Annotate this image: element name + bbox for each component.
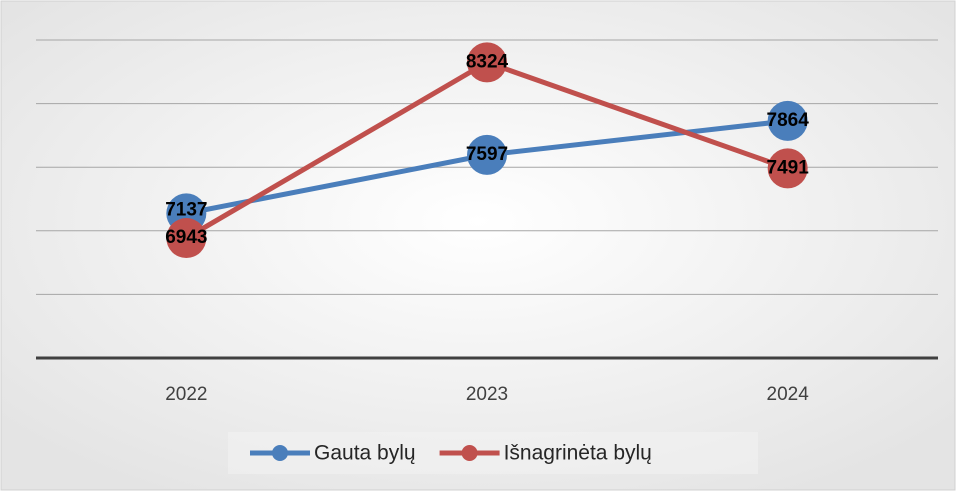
data-label: 8324	[466, 51, 509, 72]
legend-marker	[461, 445, 478, 461]
marker	[467, 134, 507, 175]
x-tick-label: 2023	[466, 384, 508, 405]
marker	[467, 42, 507, 83]
legend-marker	[272, 445, 288, 461]
data-label: 7491	[767, 157, 810, 178]
marker	[767, 148, 808, 189]
data-label: 6943	[165, 227, 207, 248]
legend-label: Gauta bylų	[314, 442, 416, 465]
marker	[166, 218, 207, 259]
data-label: 7137	[165, 199, 207, 220]
x-tick-label: 2022	[165, 384, 207, 405]
data-label: 7864	[767, 110, 810, 131]
data-label: 7597	[466, 144, 508, 165]
x-tick-label: 2024	[767, 384, 810, 405]
marker	[767, 100, 808, 141]
legend-label: Išnagrinėta bylų	[504, 442, 652, 465]
